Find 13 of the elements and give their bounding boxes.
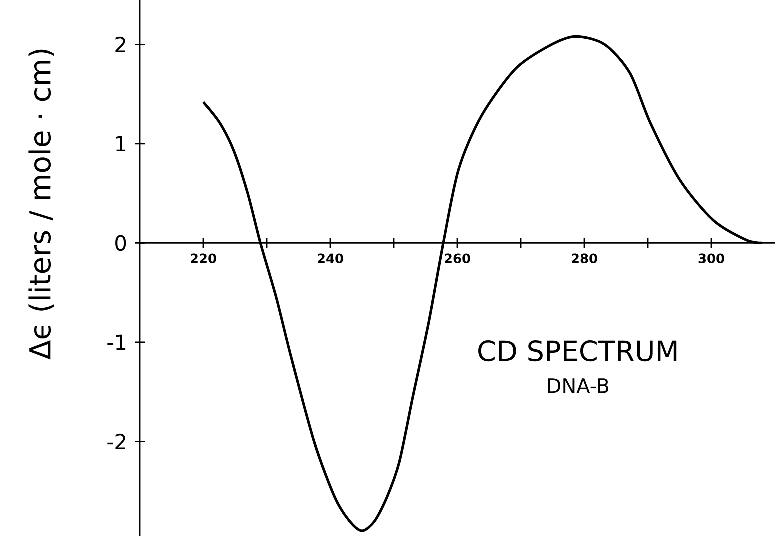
x-tick-label: 300	[698, 254, 724, 264]
y-tick-label: -1	[108, 334, 126, 350]
y-tick-label: 0	[116, 235, 126, 252]
y-tick-label: -2	[108, 434, 126, 450]
annotation: CD SPECTRUM	[478, 340, 677, 362]
x-tick-label: 260	[445, 254, 470, 264]
x-tick-label: 220	[191, 254, 216, 264]
x-tick-label: 280	[572, 254, 598, 264]
x-tick-label: 240	[318, 254, 344, 264]
y-tick-label: 1	[116, 136, 126, 152]
y-tick-label: 2	[116, 36, 126, 52]
annotation: DNA-B	[548, 378, 609, 394]
y-axis-title: Δϵ (liters / mole · cm)	[28, 50, 54, 360]
